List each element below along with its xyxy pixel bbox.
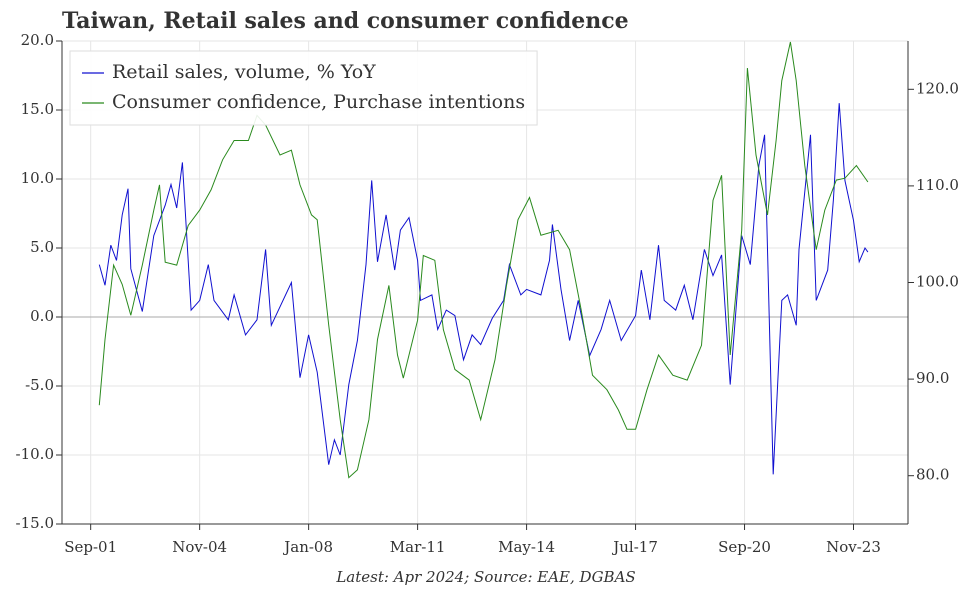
x-tick-label: Nov-23 <box>826 538 881 556</box>
y-tick-label: -10.0 <box>16 445 54 463</box>
legend: Retail sales, volume, % YoY Consumer conf… <box>69 50 538 126</box>
x-tick-label: Sep-20 <box>718 538 771 556</box>
x-tick-label: Mar-11 <box>390 538 446 556</box>
series-line <box>98 41 869 479</box>
source-note: Latest: Apr 2024; Source: EAE, DGBAS <box>335 568 635 586</box>
y2-tick-label: 100.0 <box>916 273 959 291</box>
y2-tick-label: 120.0 <box>916 79 959 97</box>
y-tick-label: 10.0 <box>21 169 54 187</box>
y-tick-label: 5.0 <box>30 238 54 256</box>
y-tick-label: -5.0 <box>25 376 54 394</box>
y-tick-label: -15.0 <box>16 514 54 532</box>
x-tick-label: Jan-08 <box>282 538 333 556</box>
y2-tick-label: 110.0 <box>916 176 959 194</box>
y2-tick-label: 90.0 <box>916 369 949 387</box>
y-tick-label: 0.0 <box>30 307 54 325</box>
y-tick-label: 15.0 <box>21 100 54 118</box>
y-tick-label: 20.0 <box>21 31 54 49</box>
legend-label: Consumer confidence, Purchase intentions <box>112 91 525 113</box>
x-tick-label: May-14 <box>498 538 555 556</box>
legend-label: Retail sales, volume, % YoY <box>112 61 376 83</box>
x-tick-label: Nov-04 <box>172 538 227 556</box>
series-line <box>98 103 869 475</box>
legend-box <box>69 50 538 126</box>
x-tick-label: Sep-01 <box>64 538 117 556</box>
chart-title: Taiwan, Retail sales and consumer confid… <box>62 8 629 34</box>
x-tick-label: Jul-17 <box>611 538 658 556</box>
y2-tick-label: 80.0 <box>916 466 949 484</box>
